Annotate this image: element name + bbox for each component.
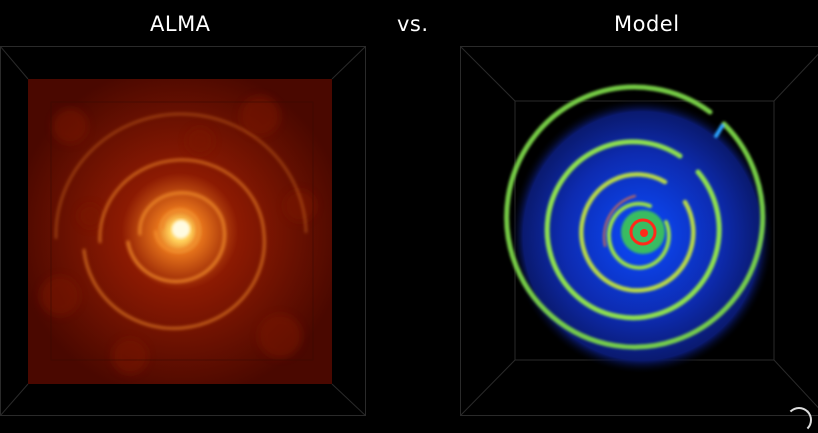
alma-image — [0, 46, 366, 416]
vs-label: vs. — [397, 12, 429, 36]
model-image — [460, 46, 818, 416]
alma-title: ALMA — [150, 12, 211, 36]
alma-core — [172, 220, 190, 238]
model-panel — [460, 46, 818, 416]
model-title: Model — [614, 12, 680, 36]
corner-circle-icon — [786, 407, 812, 433]
alma-panel — [0, 46, 366, 416]
model-core — [640, 229, 648, 237]
